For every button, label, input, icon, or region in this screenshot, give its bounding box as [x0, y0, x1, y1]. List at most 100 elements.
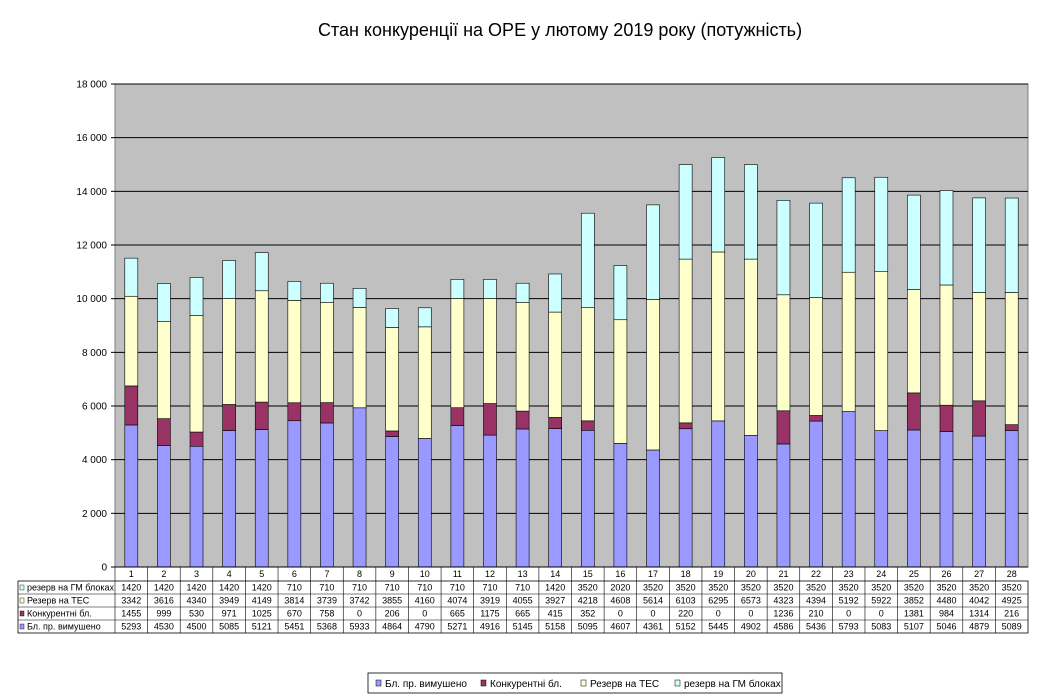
table-cell: 6295 [708, 596, 728, 606]
bar-segment [809, 297, 823, 416]
bar-segment [320, 402, 334, 424]
table-cell: 1236 [773, 609, 793, 619]
table-cell: 5145 [513, 622, 533, 632]
table-cell: 4500 [187, 622, 207, 632]
table-cell: 710 [385, 583, 400, 593]
legend-swatch [674, 679, 681, 687]
x-tick-label: 17 [648, 569, 658, 579]
table-cell: 3520 [904, 583, 924, 593]
x-tick-label: 5 [259, 569, 264, 579]
table-cell: 1420 [545, 583, 565, 593]
x-tick-label: 14 [550, 569, 560, 579]
bar-segment [581, 212, 595, 308]
table-cell: 1025 [252, 609, 272, 619]
y-tick-label: 12 000 [76, 241, 107, 252]
bar-segment [352, 307, 367, 409]
x-tick-label: 26 [941, 569, 951, 579]
y-tick-label: 2 000 [82, 509, 107, 520]
table-cell: 3520 [871, 583, 891, 593]
bar-segment [157, 418, 171, 446]
bar-segment [744, 164, 758, 260]
y-tick-label: 6 000 [82, 402, 107, 413]
table-cell: 0 [748, 609, 753, 619]
table-cell: 1455 [121, 609, 141, 619]
bar-segment [907, 429, 921, 568]
table-cell: 5293 [121, 622, 141, 632]
x-tick-label: 23 [844, 569, 854, 579]
bar-segment [678, 428, 693, 568]
table-cell: 5121 [252, 622, 272, 632]
table-cell: 4902 [741, 622, 761, 632]
x-tick-label: 24 [876, 569, 886, 579]
bar-segment [972, 400, 986, 437]
bar-segment [874, 430, 889, 568]
table-cell: 3949 [219, 596, 239, 606]
table-cell: 2020 [610, 583, 630, 593]
x-tick-label: 27 [974, 569, 984, 579]
x-tick-label: 22 [811, 569, 821, 579]
bar-segment [483, 434, 497, 568]
bar-segment [254, 290, 269, 403]
bar-segment [483, 298, 497, 404]
bar-segment [678, 422, 693, 430]
table-cell: 3520 [676, 583, 696, 593]
x-tick-label: 28 [1007, 569, 1017, 579]
bar-segment [483, 279, 497, 299]
table-cell: 710 [450, 583, 465, 593]
plot-area [114, 83, 1029, 568]
table-row-swatch [19, 584, 25, 591]
table-cell: 5107 [904, 622, 924, 632]
table-cell: 352 [580, 609, 595, 619]
x-tick-label: 11 [453, 569, 462, 579]
bar-segment [254, 401, 269, 430]
bar-segment [809, 202, 823, 298]
bar-segment [222, 404, 236, 431]
table-cell: 758 [319, 609, 334, 619]
table-cell: 4925 [1002, 596, 1022, 606]
table-cell: 5085 [219, 622, 239, 632]
bar-segment [874, 176, 889, 272]
bar-segment [809, 420, 823, 568]
data-table: резерв на ГМ блоках 1420 1420 1420 1420 1420 7… [17, 567, 1029, 634]
bar-segment [809, 415, 823, 422]
bar-segment [841, 411, 856, 568]
bar-segment [744, 435, 758, 568]
table-cell: 5271 [447, 622, 467, 632]
table-cell: 4879 [969, 622, 989, 632]
table-cell: 4340 [187, 596, 207, 606]
table-cell: 0 [651, 609, 656, 619]
table-cell: 3520 [969, 583, 989, 593]
y-tick-label: 0 [101, 563, 107, 574]
bar-segment [776, 443, 791, 568]
x-tick-label: 3 [194, 569, 199, 579]
bar-segment [254, 429, 269, 568]
bar-segment [189, 431, 204, 447]
table-cell: 0 [846, 609, 851, 619]
table-cell: 4042 [969, 596, 989, 606]
table-cell: 3520 [936, 583, 956, 593]
x-tick-label: 19 [713, 569, 723, 579]
bar-segment [222, 260, 236, 299]
x-tick-label: 2 [161, 569, 166, 579]
bar-segment [548, 311, 562, 418]
bar-segment [548, 428, 562, 568]
table-cell: 4916 [480, 622, 500, 632]
legend-swatch [375, 679, 382, 687]
bar-segment [939, 190, 954, 286]
table-cell: 5158 [545, 622, 565, 632]
legend-label: резерв на ГМ блоках [684, 678, 781, 690]
bar-segment [450, 407, 465, 426]
bar-segment [515, 301, 530, 412]
bar-segment [385, 436, 399, 568]
table-cell: 0 [879, 609, 884, 619]
table-cell: 4149 [252, 596, 272, 606]
table-cell: 4055 [513, 596, 533, 606]
bar-segment [287, 281, 302, 301]
bar-segment [548, 417, 562, 429]
table-row-swatch [19, 610, 25, 617]
bar-segment [157, 283, 171, 322]
table-cell: 5451 [284, 622, 304, 632]
x-tick-label: 4 [227, 569, 232, 579]
table-cell: 3919 [480, 596, 500, 606]
table-cell: 4074 [447, 596, 467, 606]
